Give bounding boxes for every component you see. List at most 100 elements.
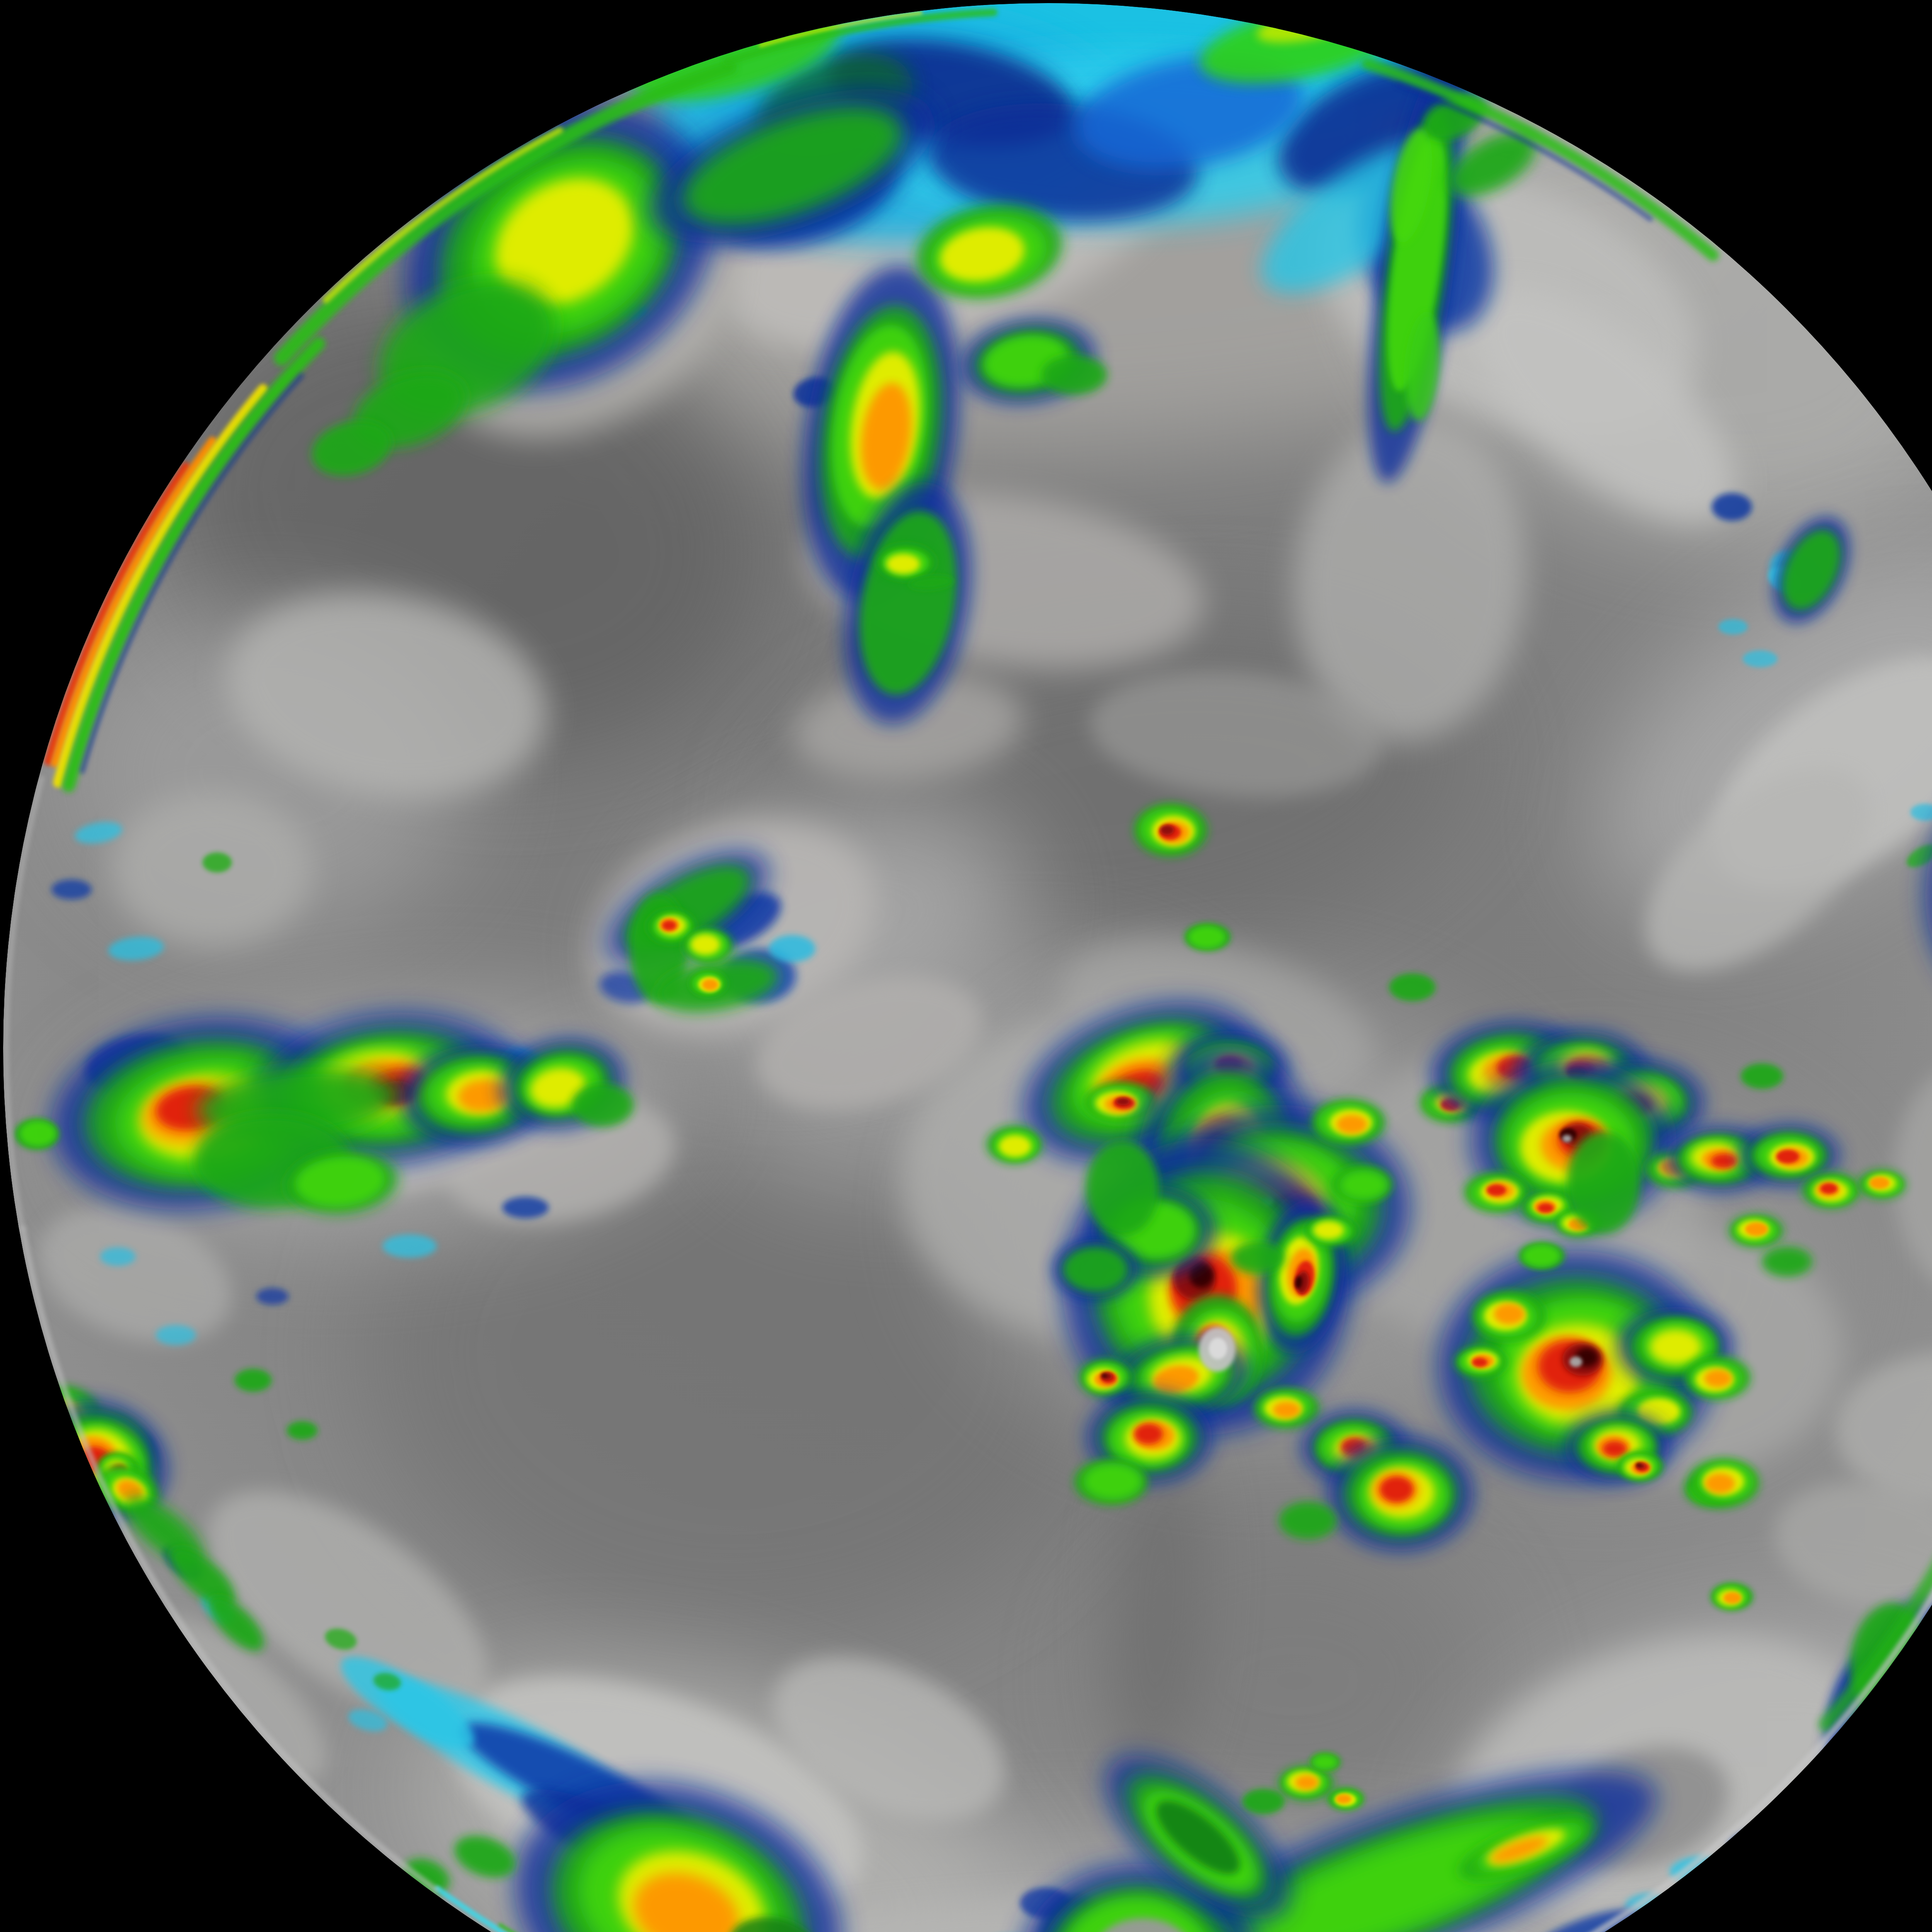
cell-ramp-level: [690, 934, 720, 955]
cell-ramp-level: [1295, 1775, 1318, 1789]
convective-cell: [1741, 1063, 1783, 1089]
cell-ramp-level: [1869, 1177, 1889, 1189]
cell-ramp-level: [1336, 1794, 1351, 1804]
color-mass-blob: [769, 935, 815, 962]
convective-cell: [1617, 1451, 1663, 1481]
convective-cell: [1685, 1356, 1750, 1399]
convective-cell: [1711, 1583, 1753, 1611]
cell-ramp-level: [1063, 1247, 1128, 1293]
cell-ramp-level: [1134, 1423, 1163, 1444]
convective-cell: [1279, 1502, 1337, 1539]
color-mass-blob: [202, 852, 232, 872]
convective-cell: [1389, 973, 1435, 1001]
convective-cell: [1729, 1214, 1783, 1247]
cell-ramp-level: [1723, 1592, 1741, 1604]
cell-ramp-level: [1242, 1789, 1285, 1814]
cell-ramp-level: [287, 1421, 318, 1440]
cell-ramp-level: [1602, 1441, 1627, 1457]
convective-cell: [1310, 1753, 1341, 1771]
cell-ramp-level: [1745, 1222, 1768, 1236]
cell-ramp-level: [572, 1083, 634, 1127]
satellite-full-disk-view: [0, 0, 1932, 1932]
accent-blob: [1209, 1338, 1227, 1359]
cell-ramp-level: [1313, 1755, 1337, 1769]
convective-cell: [1184, 923, 1231, 951]
convective-cell: [235, 1369, 272, 1392]
convective-cell: [682, 928, 733, 964]
cell-ramp-level: [662, 920, 676, 930]
color-mass-blob: [1712, 493, 1752, 521]
convective-cell: [1454, 1346, 1507, 1378]
color-mass-blob: [156, 1325, 196, 1345]
cell-ramp-level: [1650, 1329, 1701, 1364]
convective-cell: [1328, 1436, 1474, 1551]
cell-ramp-level: [1231, 1242, 1285, 1274]
convective-cell: [1305, 1215, 1357, 1247]
convective-cell: [1041, 355, 1107, 395]
convective-cell: [1519, 1242, 1565, 1270]
cell-ramp-level: [1494, 1303, 1525, 1324]
convective-cell: [1312, 1100, 1385, 1145]
convective-cell: [1134, 804, 1208, 857]
convective-cell: [1472, 1291, 1546, 1340]
convective-cell: [1567, 1131, 1640, 1234]
cell-ramp-level: [235, 1369, 272, 1392]
cell-ramp-level: [1083, 1463, 1142, 1500]
convective-cell: [1802, 1172, 1860, 1208]
cell-ramp-level: [1776, 1150, 1799, 1163]
color-mass-blob: [256, 1288, 289, 1305]
color-mass-blob: [1743, 650, 1777, 667]
cell-ramp-level: [1705, 1473, 1735, 1494]
convective-cell: [14, 1118, 59, 1150]
cell-ramp-level: [1273, 1401, 1300, 1418]
cell-ramp-level: [1567, 1131, 1640, 1234]
cell-ramp-level: [1389, 973, 1435, 1001]
convective-cell: [287, 1421, 318, 1440]
cell-ramp-level: [1636, 1463, 1641, 1467]
cell-ramp-level: [1820, 1183, 1838, 1194]
convective-cell: [1327, 1787, 1364, 1810]
cell-ramp-level: [1741, 1063, 1783, 1089]
cell-ramp-level: [999, 1135, 1031, 1157]
cell-ramp-level: [1279, 1502, 1337, 1539]
cell-ramp-level: [1189, 1263, 1214, 1288]
cell-ramp-level: [1562, 1135, 1572, 1142]
color-mass-blob: [100, 1247, 136, 1266]
convective-cell: [1231, 1242, 1285, 1274]
cell-ramp-level: [1486, 1184, 1506, 1196]
cell-ramp-level: [1188, 926, 1225, 949]
cell-ramp-level: [1570, 1357, 1582, 1367]
cell-ramp-level: [20, 1121, 56, 1146]
cell-ramp-level: [702, 979, 718, 990]
cell-ramp-level: [1537, 1203, 1554, 1213]
convective-cell: [1332, 1166, 1392, 1203]
cell-ramp-level: [1523, 1245, 1560, 1267]
cell-ramp-level: [1711, 1154, 1736, 1168]
cell-ramp-level: [1160, 825, 1174, 835]
cell-ramp-level: [1086, 1141, 1159, 1236]
cell-ramp-level: [1472, 1358, 1488, 1367]
convective-cell: [1688, 1459, 1759, 1507]
cell-ramp-level: [1704, 1369, 1731, 1387]
convective-cell: [1464, 1172, 1530, 1212]
convective-cell: [1074, 1459, 1148, 1505]
convective-cell: [1079, 1359, 1133, 1396]
color-mass-blob: [51, 879, 92, 900]
cell-ramp-level: [1313, 1221, 1344, 1239]
cell-ramp-level: [886, 554, 920, 574]
cell-ramp-level: [1762, 1247, 1812, 1277]
cell-ramp-level: [1041, 355, 1107, 395]
cell-ramp-level: [1116, 1098, 1130, 1105]
color-mass-blob: [1718, 619, 1748, 634]
convective-cell: [689, 970, 728, 997]
color-mass-blob: [383, 1235, 437, 1258]
convective-cell: [877, 545, 935, 580]
convective-cell: [1762, 1247, 1812, 1277]
cell-ramp-level: [1337, 1115, 1367, 1134]
convective-cell: [1242, 1789, 1285, 1814]
convective-cell: [1254, 1389, 1320, 1428]
cell-ramp-level: [1339, 1170, 1388, 1200]
color-mass-blob: [502, 1197, 549, 1218]
convective-cell: [1053, 1239, 1138, 1299]
convective-cell: [1858, 1170, 1906, 1199]
